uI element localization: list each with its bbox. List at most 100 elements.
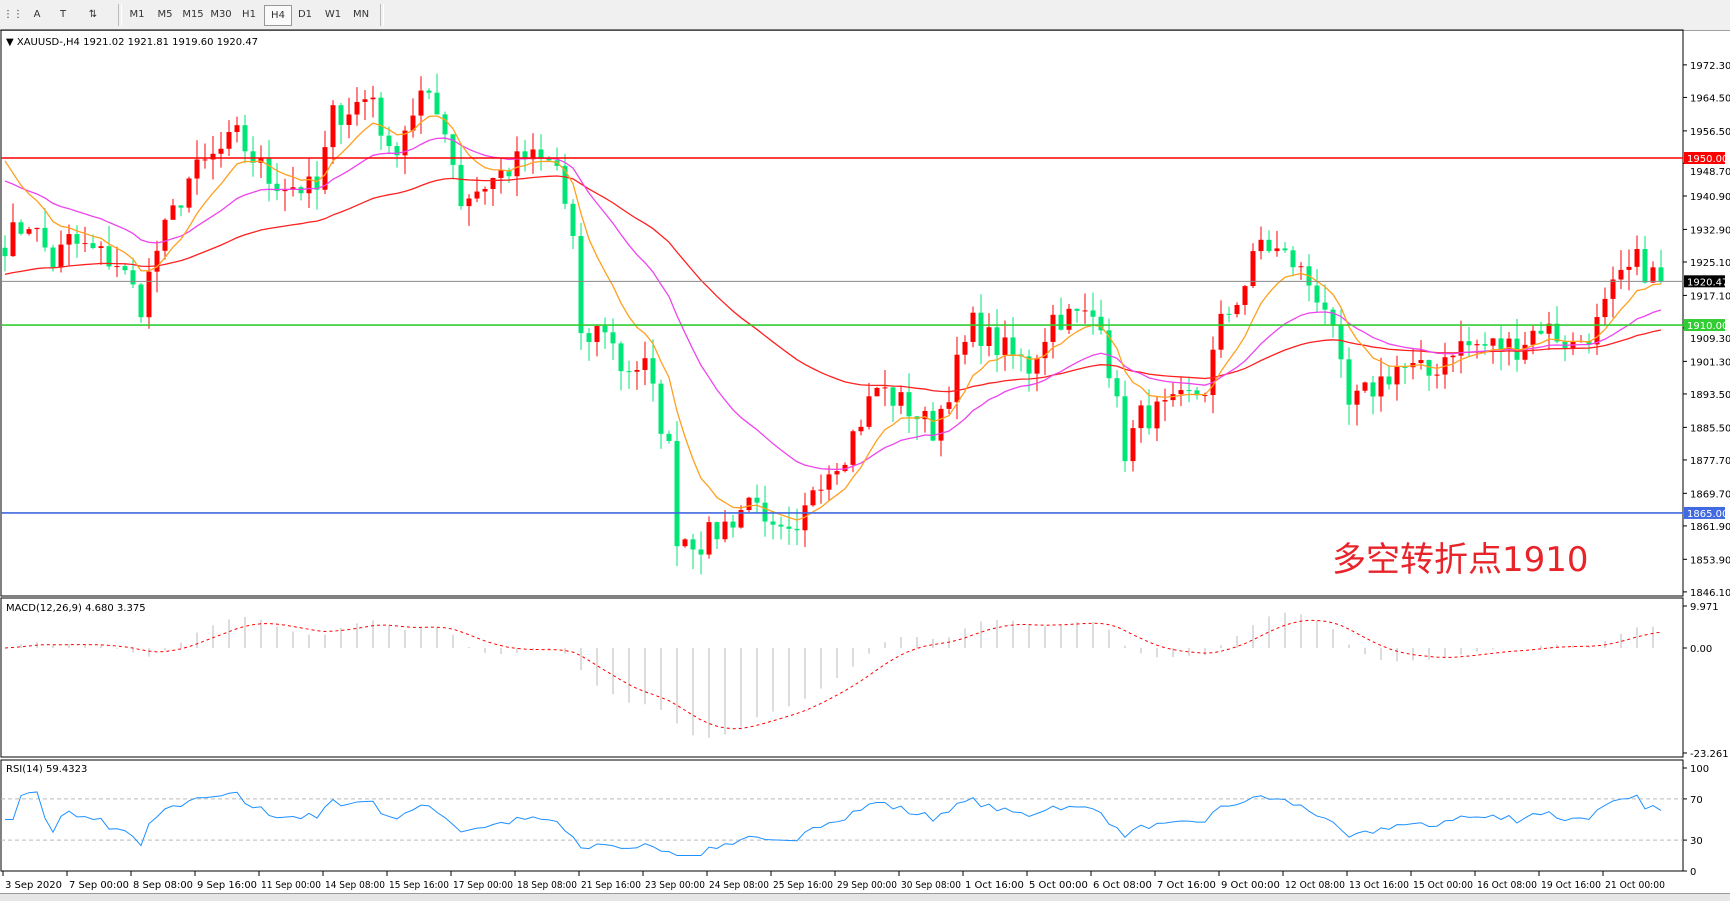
main-panel-frame <box>0 29 1684 597</box>
candle-body <box>1650 267 1656 283</box>
price-level-label: 1950.00 <box>1687 154 1728 165</box>
candle-body <box>170 205 176 220</box>
rsi-axis-label: 30 <box>1690 836 1703 847</box>
candle-body <box>962 341 968 355</box>
candle-body <box>1090 310 1096 317</box>
candle-body <box>1330 309 1336 325</box>
candle-body <box>442 114 448 135</box>
timeframe-d1-button[interactable]: D1 <box>297 9 313 20</box>
time-axis-label: 19 Oct 16:00 <box>1541 880 1601 891</box>
bottom-scrollbar[interactable] <box>0 893 1730 901</box>
candle-body <box>330 105 336 148</box>
candle-body <box>834 471 840 475</box>
candle-body <box>1218 313 1224 350</box>
candle-body <box>66 234 72 245</box>
candle-body <box>178 205 184 208</box>
candle-body <box>338 105 344 125</box>
candle-body <box>930 410 936 441</box>
candle-body <box>1386 376 1392 385</box>
text-tool-icon[interactable]: A <box>33 9 41 20</box>
candle-body <box>1434 374 1440 376</box>
rsi-label: RSI(14) 59.4323 <box>6 764 87 775</box>
candle-body <box>1322 302 1328 310</box>
candle-body <box>202 159 208 161</box>
price-axis-label: 1869.70 <box>1690 489 1730 500</box>
candle-body <box>130 270 136 285</box>
candle-body <box>634 369 640 372</box>
candle-body <box>1098 316 1104 331</box>
price-level-label: 1920.47 <box>1687 277 1728 288</box>
macd-signal-line <box>4 619 1662 730</box>
candle-body <box>1050 314 1056 342</box>
candle-body <box>1506 338 1512 350</box>
candle-body <box>714 522 720 540</box>
candle-body <box>882 387 888 389</box>
candle-body <box>26 229 32 234</box>
timeframe-m15-button[interactable]: M15 <box>182 9 204 20</box>
time-axis-label: 7 Oct 16:00 <box>1157 880 1216 891</box>
candle-body <box>90 243 96 248</box>
candle-body <box>1418 360 1424 364</box>
candle-body <box>1370 382 1376 397</box>
candle-body <box>738 510 744 528</box>
candle-body <box>426 90 432 93</box>
candle-body <box>826 474 832 490</box>
candle-body <box>866 396 872 427</box>
time-axis-label: 8 Sep 08:00 <box>133 880 193 891</box>
toolbar-separator <box>118 4 122 26</box>
candle-body <box>386 135 392 147</box>
candle-body <box>762 502 768 522</box>
price-level-tag <box>1684 319 1725 332</box>
macd-axis-label: 0.00 <box>1690 644 1712 655</box>
timeframe-w1-button[interactable]: W1 <box>324 9 342 20</box>
candle-body <box>938 408 944 441</box>
price-axis-label: 1948.70 <box>1690 167 1730 178</box>
candle-body <box>1410 363 1416 368</box>
time-axis-label: 14 Sep 08:00 <box>325 880 385 891</box>
candle-body <box>1602 298 1608 318</box>
candle-body <box>1186 390 1192 392</box>
time-axis-label: 9 Oct 00:00 <box>1221 880 1280 891</box>
candle-body <box>1058 314 1064 330</box>
candle-body <box>1282 248 1288 251</box>
timeframe-m5-button[interactable]: M5 <box>157 9 173 20</box>
candle-body <box>1450 355 1456 358</box>
timeframe-mn-button[interactable]: MN <box>352 9 370 20</box>
text-label-tool-icon[interactable]: T <box>59 9 67 20</box>
price-axis-label: 1972.30 <box>1690 61 1730 72</box>
candle-body <box>1010 337 1016 355</box>
candle-body <box>506 170 512 177</box>
price-axis-label: 1885.50 <box>1690 423 1730 434</box>
candle-body <box>1314 285 1320 303</box>
candle-body <box>1034 358 1040 374</box>
candle-body <box>490 177 496 189</box>
arrows-tool-icon[interactable]: ⇅ <box>88 9 98 20</box>
candle-body <box>1482 344 1488 346</box>
candle-body <box>1498 338 1504 350</box>
timeframe-h4-button[interactable]: H4 <box>264 5 292 26</box>
timeframe-h1-button[interactable]: H1 <box>242 9 256 20</box>
candle-body <box>1130 428 1136 462</box>
candle-body <box>1514 338 1520 360</box>
candle-body <box>970 312 976 342</box>
candle-body <box>1242 286 1248 305</box>
timeframe-m1-button[interactable]: M1 <box>129 9 145 20</box>
time-axis-label: 15 Oct 00:00 <box>1413 880 1473 891</box>
timeframe-m30-button[interactable]: M30 <box>210 9 232 20</box>
candle-body <box>1490 338 1496 346</box>
period-separator-icon[interactable]: ⋮⋮ <box>3 9 23 20</box>
price-level-label: 1865.00 <box>1687 509 1728 520</box>
price-axis-label: 1909.30 <box>1690 334 1730 345</box>
candle-body <box>58 244 64 268</box>
candle-body <box>34 227 40 230</box>
candle-body <box>1378 376 1384 397</box>
candle-body <box>378 97 384 136</box>
candle-body <box>1250 251 1256 287</box>
candle-body <box>1146 405 1152 429</box>
candle-body <box>690 539 696 550</box>
candle-body <box>1002 337 1008 356</box>
candle-body <box>850 431 856 465</box>
candle-body <box>1074 308 1080 311</box>
price-axis-label: 1853.90 <box>1690 555 1730 566</box>
